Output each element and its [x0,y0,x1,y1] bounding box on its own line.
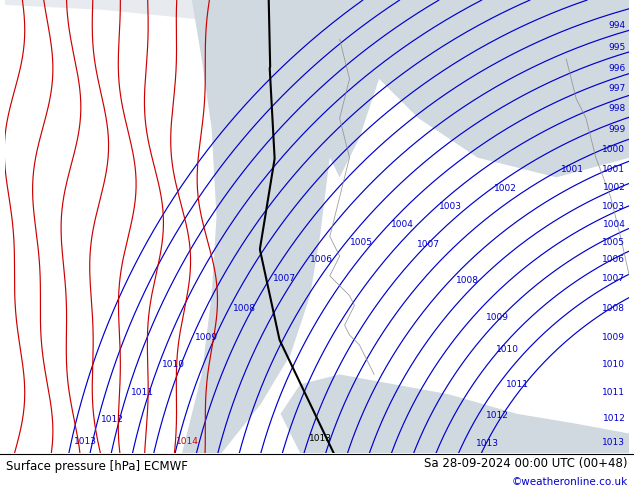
Text: 1004: 1004 [602,220,625,229]
Text: 1002: 1002 [602,183,625,192]
Text: 1007: 1007 [417,240,440,249]
Text: 1009: 1009 [195,333,218,342]
Text: 1013: 1013 [74,438,97,446]
Polygon shape [280,374,630,453]
Polygon shape [4,0,630,69]
Text: 1000: 1000 [602,145,625,154]
Text: Sa 28-09-2024 00:00 UTC (00+48): Sa 28-09-2024 00:00 UTC (00+48) [424,457,628,470]
Text: Surface pressure [hPa] ECMWF: Surface pressure [hPa] ECMWF [6,460,188,473]
Text: 1001: 1001 [602,165,625,174]
Text: 999: 999 [608,124,625,134]
Text: 994: 994 [608,21,625,30]
Text: 1014: 1014 [176,437,198,446]
Text: 1010: 1010 [496,345,519,354]
Text: 998: 998 [608,104,625,113]
Text: 1008: 1008 [456,276,479,285]
Text: 1012: 1012 [602,414,625,423]
Text: 1005: 1005 [350,238,373,247]
Text: 1006: 1006 [602,255,625,264]
Text: 1011: 1011 [131,388,153,396]
Text: 1001: 1001 [561,166,584,174]
Text: 1010: 1010 [602,360,625,369]
Text: 1013: 1013 [602,438,625,447]
Polygon shape [379,0,630,177]
Text: 1002: 1002 [494,184,517,193]
Text: 1009: 1009 [602,334,625,343]
Text: 1013: 1013 [476,439,499,448]
Text: 1008: 1008 [233,304,256,313]
Text: 1006: 1006 [310,255,333,264]
Text: 1003: 1003 [602,202,625,211]
Text: 1007: 1007 [602,274,625,283]
Text: 1012: 1012 [101,415,124,424]
Text: 1009: 1009 [486,313,509,322]
Text: 997: 997 [608,84,625,93]
Polygon shape [310,0,379,177]
Text: 1011: 1011 [505,380,529,389]
Text: 995: 995 [608,43,625,52]
Text: 1004: 1004 [391,220,414,229]
Text: 1010: 1010 [162,360,185,369]
Polygon shape [182,0,340,453]
Text: 1012: 1012 [486,411,508,420]
Text: 996: 996 [608,65,625,74]
Text: 1013: 1013 [309,434,332,443]
Text: 1011: 1011 [602,388,625,397]
Text: 1007: 1007 [273,274,296,283]
Text: ©weatheronline.co.uk: ©weatheronline.co.uk [512,477,628,487]
Text: 1005: 1005 [602,238,625,247]
Text: 1008: 1008 [602,304,625,313]
Text: 1003: 1003 [439,202,462,211]
